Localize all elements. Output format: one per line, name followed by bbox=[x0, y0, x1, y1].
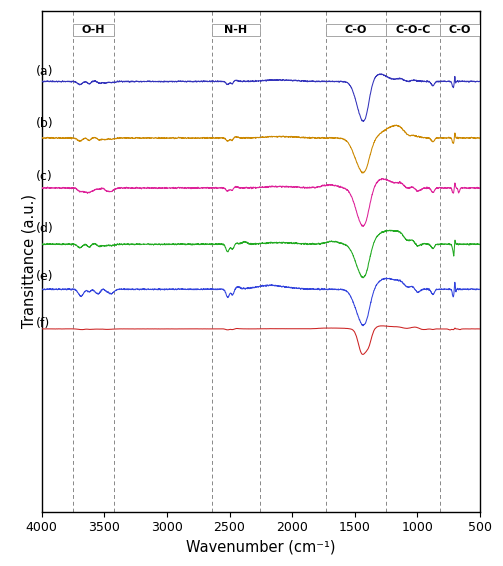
FancyBboxPatch shape bbox=[326, 24, 386, 36]
Text: C-O-C: C-O-C bbox=[395, 24, 431, 35]
Text: C-O: C-O bbox=[449, 24, 471, 35]
FancyBboxPatch shape bbox=[440, 24, 480, 36]
Text: C-O: C-O bbox=[345, 24, 367, 35]
Text: O-H: O-H bbox=[82, 24, 106, 35]
FancyBboxPatch shape bbox=[386, 24, 440, 36]
X-axis label: Wavenumber (cm⁻¹): Wavenumber (cm⁻¹) bbox=[186, 540, 336, 555]
Y-axis label: Transittance (a.u.): Transittance (a.u.) bbox=[21, 194, 36, 328]
Text: (f): (f) bbox=[36, 318, 50, 331]
Text: (b): (b) bbox=[36, 117, 53, 130]
Text: N-H: N-H bbox=[224, 24, 247, 35]
FancyBboxPatch shape bbox=[212, 24, 260, 36]
Text: (e): (e) bbox=[36, 269, 53, 282]
Text: (c): (c) bbox=[36, 170, 52, 183]
Text: (a): (a) bbox=[36, 65, 53, 78]
Text: (d): (d) bbox=[36, 222, 53, 235]
FancyBboxPatch shape bbox=[73, 24, 114, 36]
